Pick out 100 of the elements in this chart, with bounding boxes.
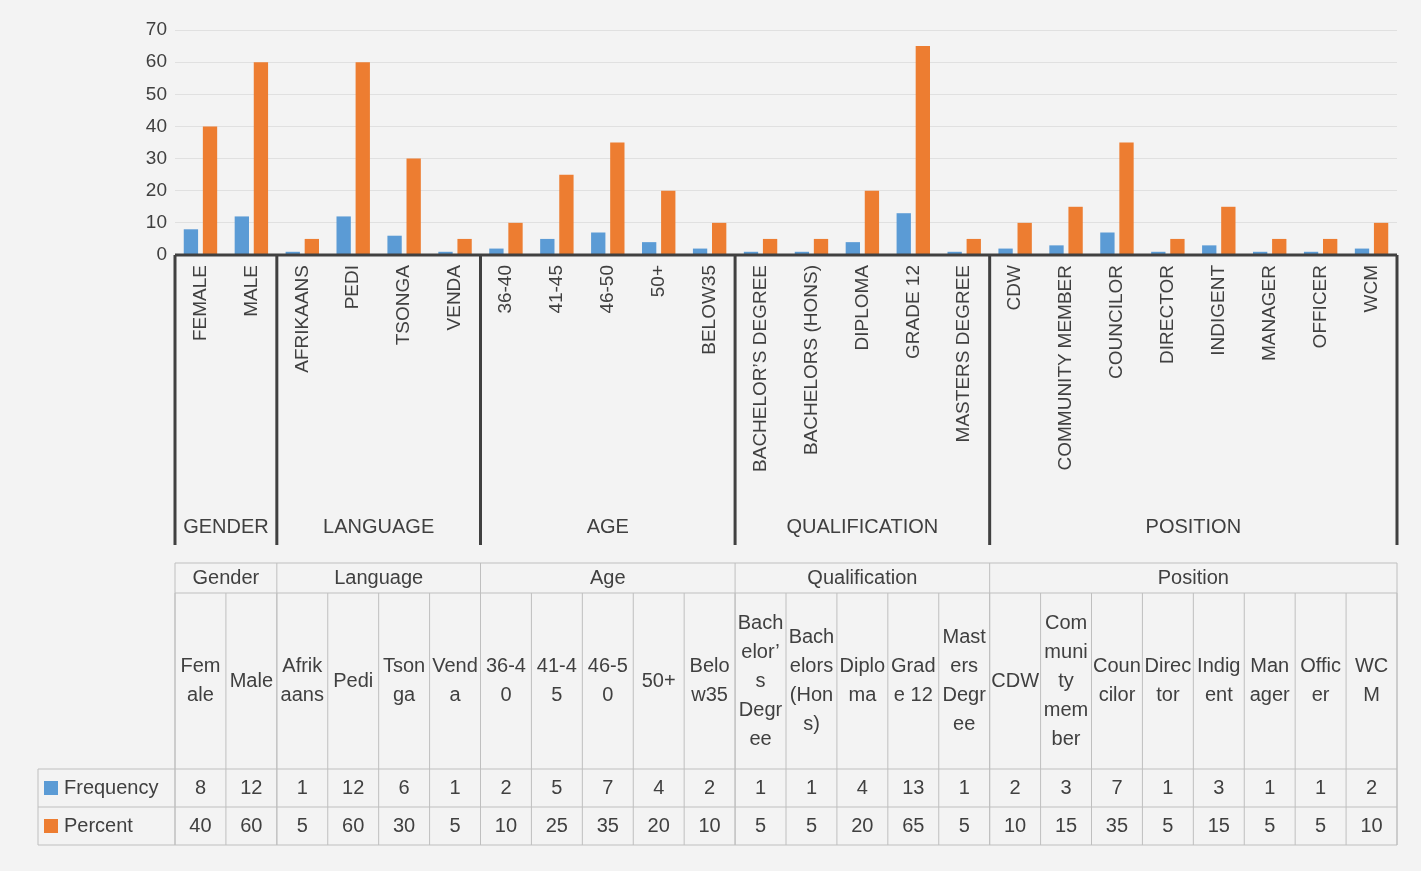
data-label: 5 — [1162, 813, 1174, 836]
data-label: 5 — [296, 813, 308, 836]
bar — [591, 232, 606, 255]
text: Position — [1157, 565, 1229, 588]
data-label: 2 — [500, 775, 512, 798]
bar — [712, 222, 727, 255]
data-label: 1 — [1162, 775, 1174, 798]
x-tick-label: PEDI — [341, 265, 363, 310]
data-label: 1 — [1315, 775, 1327, 798]
data-label: 20 — [647, 813, 670, 836]
bar — [845, 242, 860, 255]
data-label: 10 — [1004, 813, 1027, 836]
bar — [966, 238, 981, 255]
y-tick-label: 40 — [145, 114, 167, 136]
data-label: 7 — [602, 775, 614, 798]
bar — [896, 213, 911, 255]
text: Male — [229, 668, 274, 691]
x-tick-label: DIRECTOR — [1156, 265, 1178, 364]
bar — [1170, 238, 1185, 255]
data-label: 5 — [754, 813, 767, 836]
data-label: 1 — [805, 775, 818, 798]
data-label: 60 — [342, 813, 365, 836]
text: Below35 — [689, 654, 730, 706]
data-label: 30 — [393, 813, 416, 836]
text: Gender — [192, 565, 260, 588]
data-label: 5 — [958, 813, 970, 836]
data-label: 5 — [1264, 813, 1276, 836]
text: Manager — [1249, 654, 1291, 706]
text: Bachelor’s Degree — [737, 610, 784, 749]
data-label: 10 — [698, 813, 721, 836]
y-tick-label: 50 — [145, 82, 167, 104]
text: Pedi — [333, 668, 374, 691]
data-label: 3 — [1213, 775, 1225, 798]
y-tick-label: 70 — [145, 18, 167, 40]
x-tick-label: WCM — [1359, 265, 1381, 313]
bar — [1202, 245, 1217, 255]
text: Officer — [1300, 654, 1342, 706]
bar — [642, 242, 657, 255]
data-label: 2 — [1365, 775, 1378, 798]
bar — [915, 46, 930, 255]
bar — [1017, 222, 1032, 255]
bar — [864, 190, 880, 255]
y-tick-label: 60 — [145, 50, 167, 72]
data-label: 8 — [194, 775, 207, 798]
text: Diploma — [839, 654, 886, 706]
x-tick-label: FEMALE — [188, 265, 210, 342]
bar — [355, 62, 370, 255]
bar — [387, 235, 402, 255]
data-label: 2 — [704, 775, 716, 798]
data-label: 5 — [1315, 813, 1327, 836]
x-tick-label: TSONGA — [392, 264, 414, 346]
x-tick-label: DIPLOMA — [850, 264, 872, 351]
data-label: 1 — [449, 775, 461, 798]
text: Afrikaans — [280, 654, 324, 706]
bar — [406, 158, 421, 255]
text: Councilor — [1093, 654, 1141, 706]
bar — [508, 222, 523, 255]
x-tick-label: BACHELORS (HONS) — [799, 265, 821, 456]
x-tick-label: COMMUNITY MEMBER — [1054, 265, 1076, 471]
data-label: 10 — [494, 813, 518, 836]
legend-label: Percent — [64, 813, 134, 836]
data-label: 25 — [545, 813, 568, 836]
bar — [202, 126, 218, 255]
bar — [183, 229, 199, 255]
bar — [336, 216, 351, 255]
text: LANGUAGE — [323, 514, 435, 537]
data-label: 35 — [1105, 813, 1129, 836]
text: GENDER — [183, 514, 269, 537]
text: Female — [180, 654, 221, 706]
data-label: 12 — [342, 775, 365, 798]
text: Tsonga — [383, 654, 426, 706]
x-tick-label: BACHELOR’S DEGREE — [748, 265, 770, 472]
data-label: 10 — [1360, 813, 1383, 836]
text: AGE — [586, 514, 629, 537]
bar — [1323, 238, 1338, 255]
data-label: 6 — [398, 775, 410, 798]
bar — [762, 238, 778, 255]
bar — [457, 238, 472, 255]
data-label: 15 — [1207, 813, 1230, 836]
bar — [1221, 206, 1236, 255]
text: 41-45 — [536, 654, 577, 706]
x-tick-label: 36-40 — [494, 265, 516, 314]
y-tick-label: 0 — [156, 243, 167, 265]
data-label: 1 — [1264, 775, 1276, 798]
bar — [1068, 206, 1083, 255]
bar — [1272, 238, 1287, 255]
x-tick-label: MALE — [239, 265, 261, 317]
text: 36-40 — [485, 654, 526, 706]
y-tick-label: 30 — [145, 146, 167, 168]
data-label: 1 — [958, 775, 970, 798]
data-label: 1 — [296, 775, 308, 798]
data-label: 15 — [1054, 813, 1078, 836]
legend-label: Frequency — [64, 775, 159, 798]
data-label: 4 — [653, 775, 665, 798]
data-label: 13 — [902, 775, 925, 798]
x-tick-label: MASTERS DEGREE — [952, 265, 974, 443]
data-label: 5 — [449, 813, 461, 836]
text: QUALIFICATION — [786, 514, 939, 537]
text: Bachelors (Hons) — [788, 625, 835, 735]
bar — [1119, 142, 1134, 255]
